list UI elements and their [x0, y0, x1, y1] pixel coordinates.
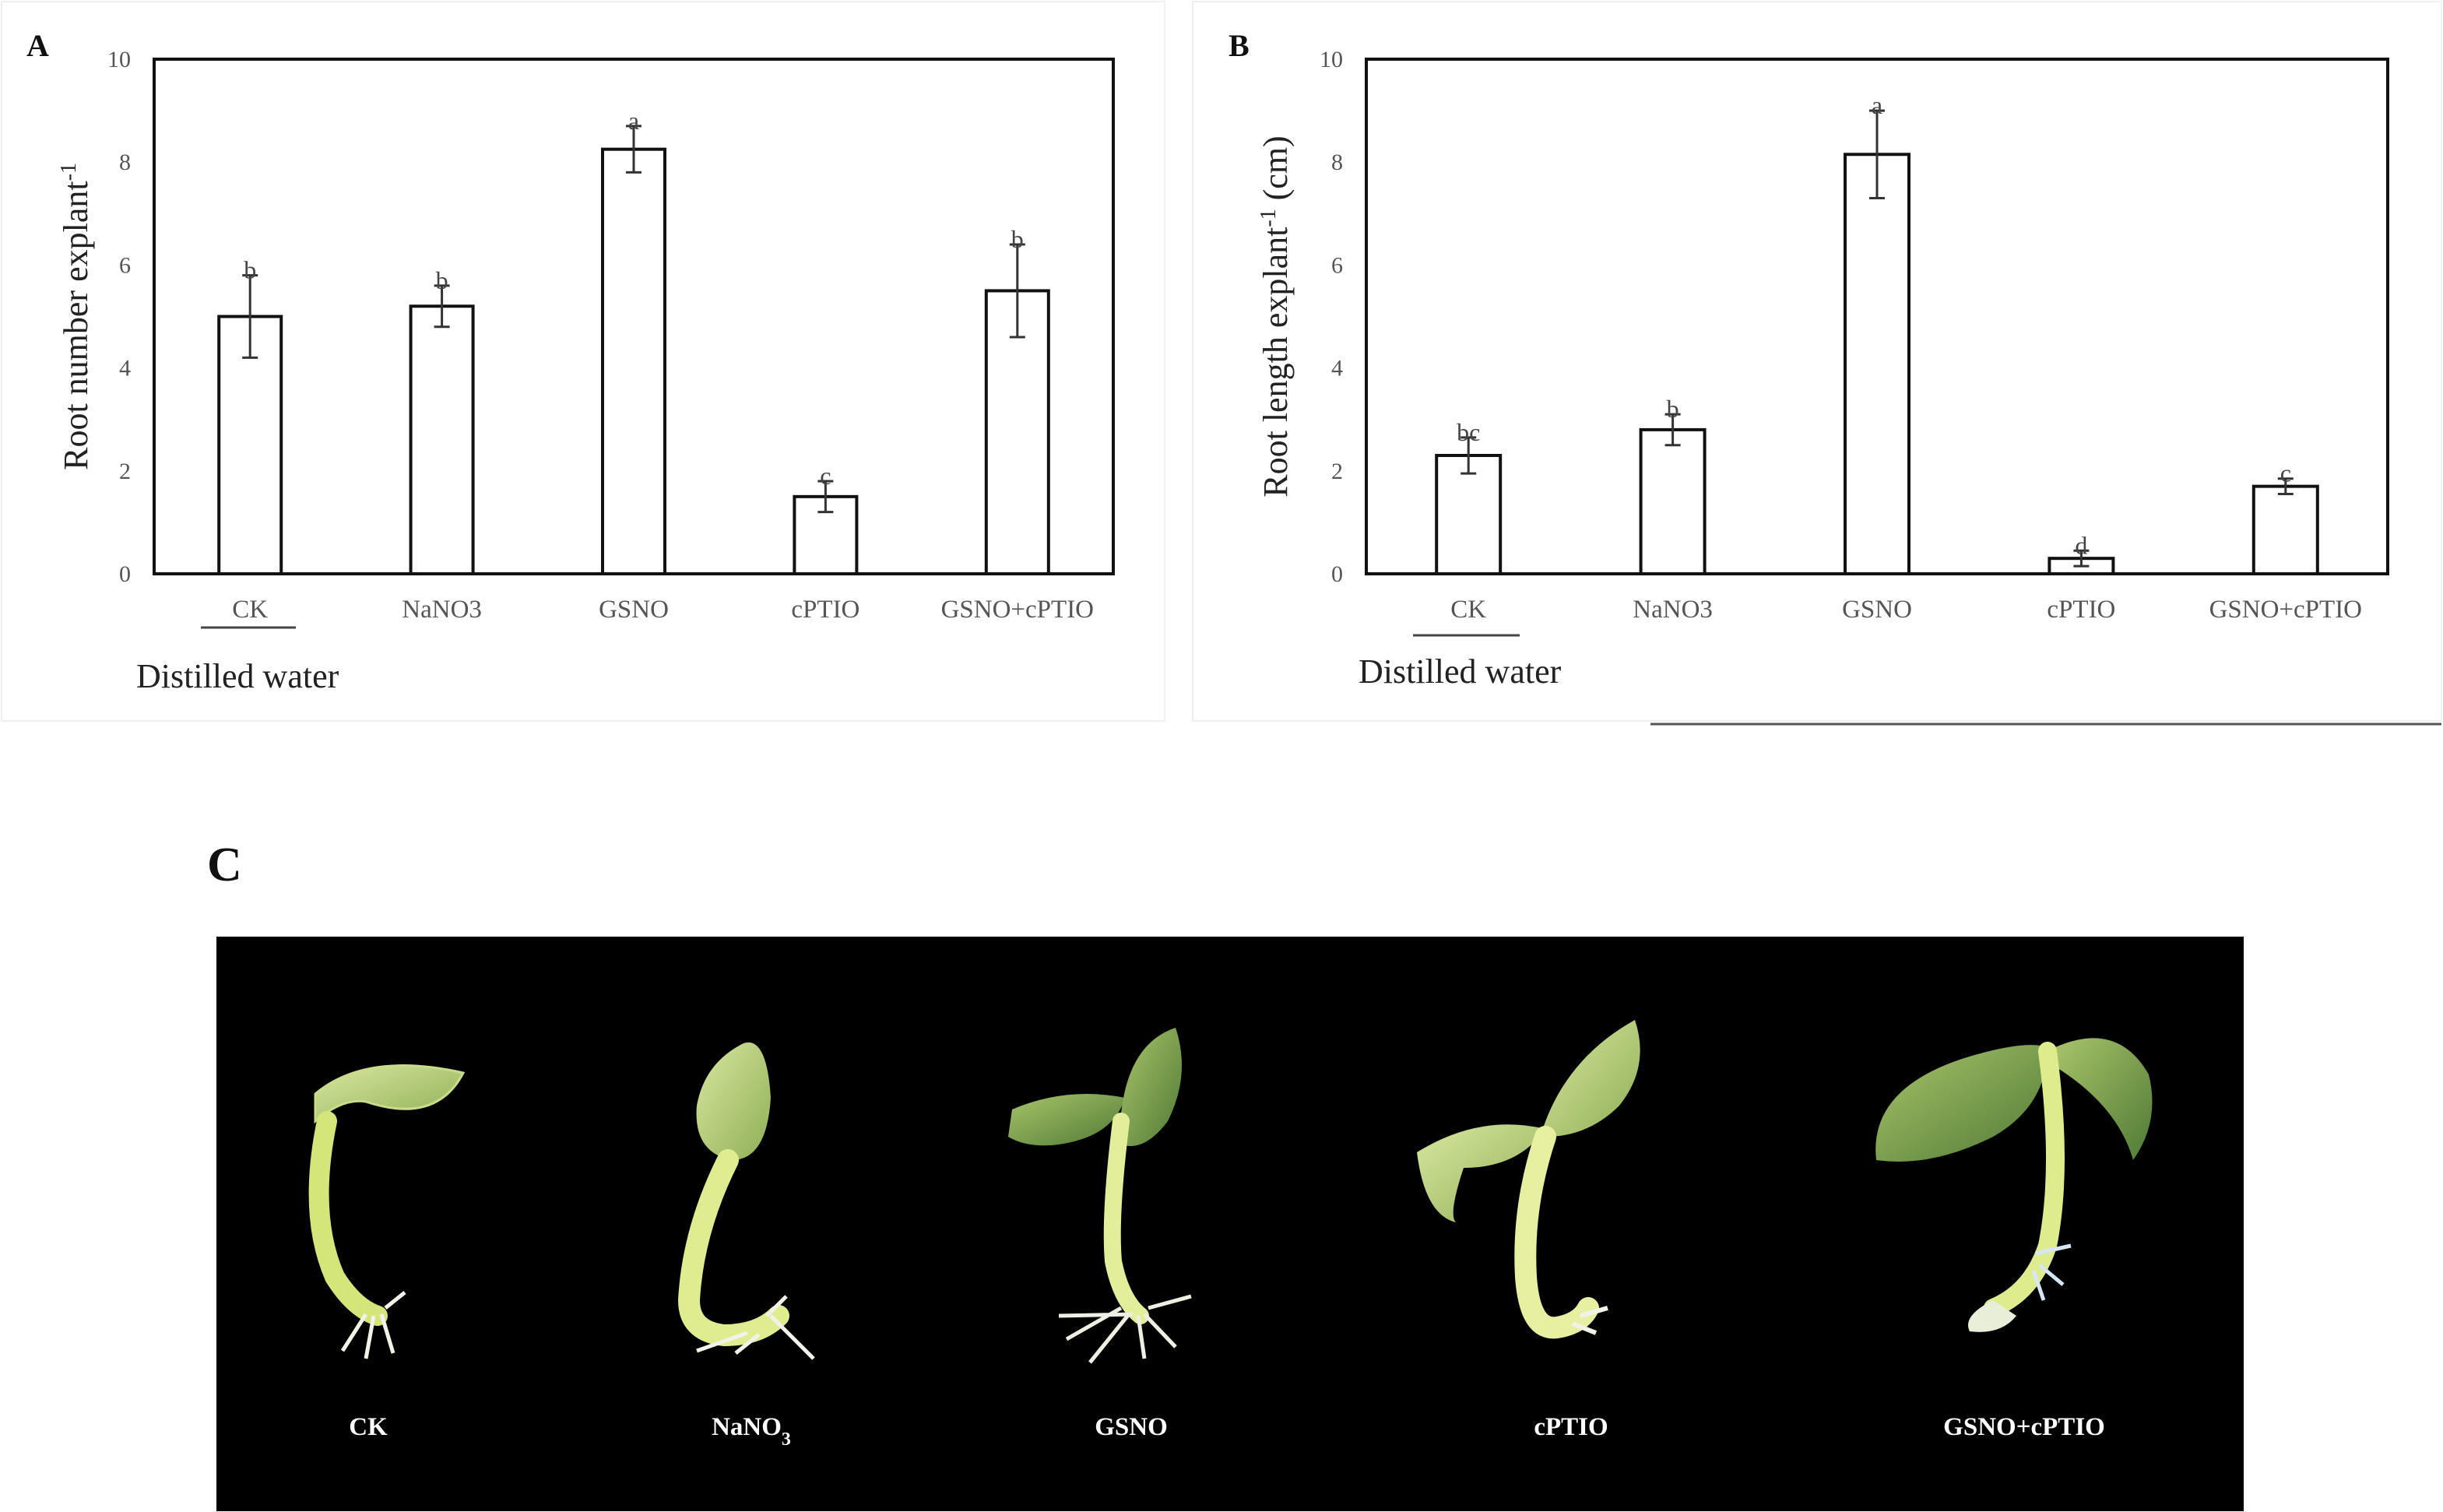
significance-letter: d: [2075, 531, 2087, 559]
error-bar: [2277, 477, 2294, 496]
seedling-nano3: [677, 1042, 815, 1360]
x-tick-label: CK: [232, 596, 268, 624]
error-bar: [1869, 109, 1885, 199]
photo-label-gsno-cptio: GSNO+cPTIO: [1943, 1413, 2105, 1441]
bar: [217, 315, 283, 575]
x-tick-label: GSNO: [1842, 596, 1912, 624]
photo-label-gsno: GSNO: [1095, 1413, 1168, 1441]
significance-letter: c: [820, 462, 831, 490]
y-tick-label: 10: [1320, 47, 1343, 72]
significance-letter: a: [628, 107, 639, 135]
significance-letter: a: [1872, 91, 1882, 119]
photo-panel-c: C: [207, 839, 2244, 1511]
significance-letter: b: [436, 266, 448, 294]
y-tick-label: 4: [1331, 356, 1343, 382]
y-axis-label-a: Root number explant-1: [57, 163, 96, 470]
bar: [1844, 153, 1910, 576]
error-bar: [1664, 413, 1681, 447]
photo-background: [216, 937, 2244, 1511]
x-tick-label: NaNO3: [402, 596, 482, 624]
error-bar: [242, 274, 258, 359]
x-tick-label: NaNO3: [1633, 596, 1713, 624]
error-bar: [434, 284, 450, 329]
x-tick-label: cPTIO: [791, 596, 859, 624]
bar: [1435, 453, 1503, 575]
panel-b-label: B: [1229, 28, 1250, 63]
x-tick-label: GSNO+cPTIO: [941, 596, 1094, 624]
x-tick-label: cPTIO: [2047, 596, 2115, 624]
y-tick-label: 0: [1331, 561, 1343, 587]
y-tick-label: 8: [1331, 149, 1343, 175]
bar: [601, 147, 666, 576]
significance-letter: b: [1011, 225, 1024, 253]
significance-letter: b: [244, 256, 256, 284]
significance-letter: b: [1667, 395, 1679, 423]
panel-a-label: A: [26, 28, 49, 63]
error-bar: [1009, 243, 1025, 339]
chart-a: A 0 2 4 6 8 10 b CK b NaNO3 a GSNO c cPTIO b GSNO+cPTI…: [26, 28, 1115, 695]
y-tick-label: 8: [119, 149, 131, 175]
seedling-gsno-cptio: [1875, 1038, 2153, 1332]
seedling-gsno: [1008, 1028, 1192, 1364]
y-tick-label: 6: [1331, 252, 1343, 278]
seedling-ck: [308, 1064, 466, 1359]
y-tick-label: 0: [119, 561, 131, 587]
group-label-b: Distilled water: [1359, 652, 1562, 691]
photo-label-nano3: NaNO3: [712, 1413, 791, 1450]
photo-label-ck: CK: [349, 1413, 388, 1441]
bar: [2251, 484, 2319, 576]
y-tick-label: 4: [119, 356, 131, 382]
seedling-cptio: [1417, 1020, 1640, 1339]
error-bar: [2073, 549, 2090, 568]
y-tick-label: 6: [119, 252, 131, 278]
y-tick-label: 2: [1331, 459, 1343, 484]
x-tick-label: CK: [1450, 596, 1486, 624]
y-tick-label: 10: [107, 47, 131, 72]
y-tick-label: 2: [119, 459, 131, 484]
chart-b: B 0 2 4 6 8 10 bc CK b NaNO3 a GSNO d cPTIO c GSNO+cPT…: [1229, 28, 2389, 691]
group-label-a: Distilled water: [136, 657, 339, 695]
error-bar: [626, 125, 642, 174]
bar: [1639, 427, 1707, 575]
x-tick-label: GSNO: [599, 596, 669, 624]
significance-letter: c: [2280, 459, 2291, 487]
panel-c-label: C: [207, 839, 242, 891]
x-tick-label: GSNO+cPTIO: [2209, 596, 2362, 624]
error-bar: [1461, 436, 1477, 475]
y-axis-label-b: Root length explant-1 (cm): [1257, 135, 1295, 497]
bar: [409, 304, 475, 575]
photo-label-cptio: cPTIO: [1534, 1413, 1608, 1441]
significance-letter: bc: [1457, 418, 1480, 446]
error-bar: [817, 480, 834, 514]
